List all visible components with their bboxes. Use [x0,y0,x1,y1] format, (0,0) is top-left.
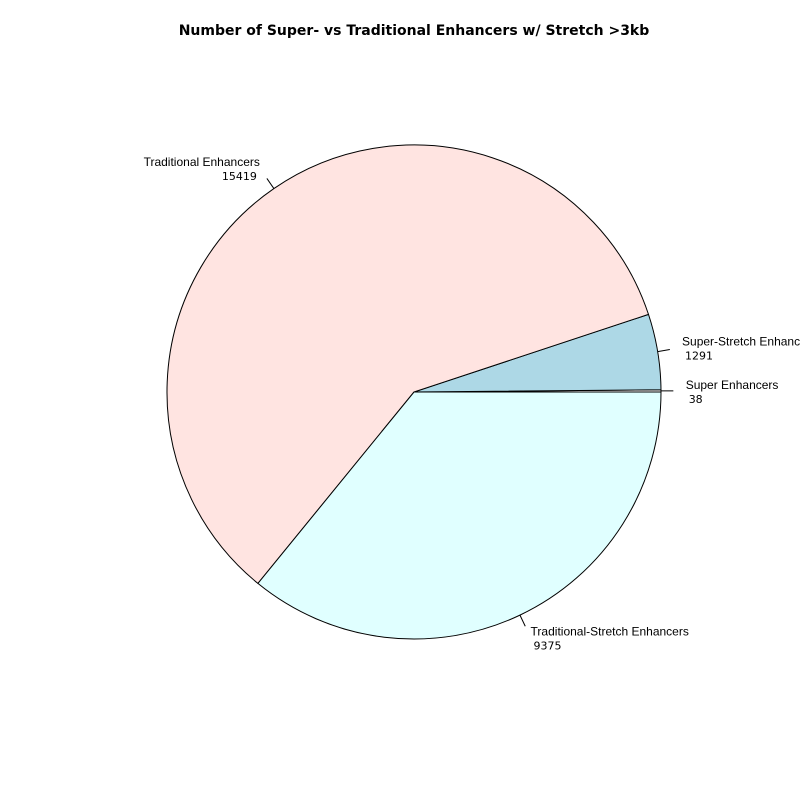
slice-label-traditional-enhancers: Traditional Enhancers [144,155,260,169]
leader-line-super-stretch-enhancers [657,349,670,353]
slice-label-traditional-stretch-enhancers: Traditional-Stretch Enhancers [531,624,689,638]
slice-value-traditional-enhancers: 15419 [222,170,257,183]
pie-slice-traditional-stretch-enhancers [257,391,662,640]
slice-value-super-enhancers: 38 [689,393,703,406]
slice-value-traditional-stretch-enhancers: 9375 [534,639,562,652]
pie-slices [166,144,662,640]
chart-title: Number of Super- vs Traditional Enhancer… [179,23,650,39]
slice-value-super-stretch-enhancers: 1291 [685,350,713,363]
slice-label-super-stretch-enhancers: Super-Stretch Enhancers [682,335,800,349]
pie-slice-traditional-enhancers [166,144,650,585]
leader-line-traditional-stretch-enhancers [519,614,526,627]
slice-label-super-enhancers: Super Enhancers [686,378,779,392]
leader-line-traditional-enhancers [266,178,275,189]
